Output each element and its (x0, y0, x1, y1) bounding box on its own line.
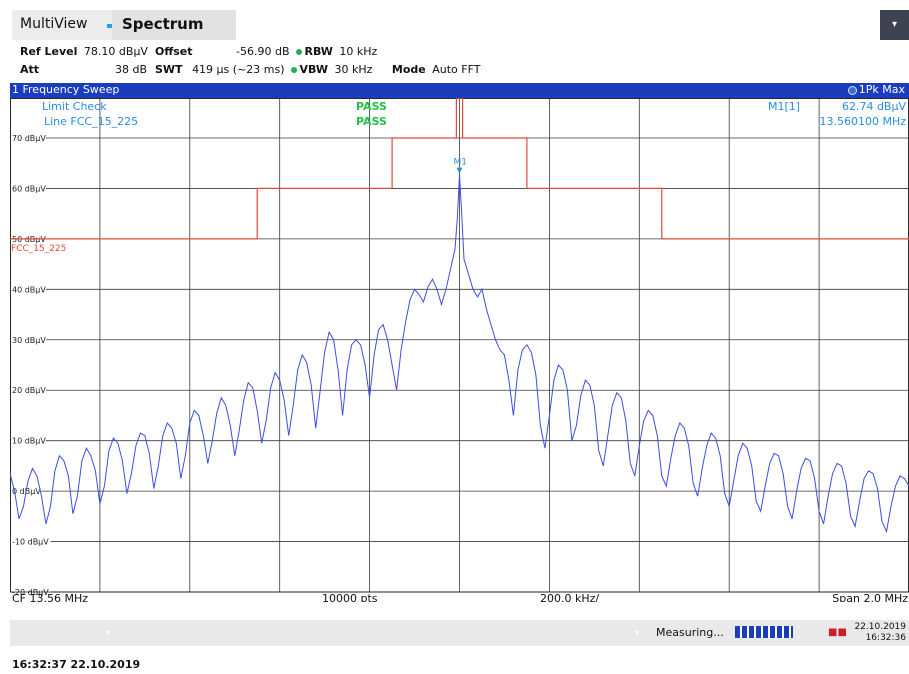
ref-level-label: Ref Level (20, 45, 78, 58)
y-tick-label-bg (11, 334, 46, 344)
marker-name: M1[1] (768, 100, 800, 113)
y-axis-ticks: -20 dBµV -10 dBµV 0 dBµV 10 dBµV 20 dBµV 30 d… (11, 133, 51, 597)
marker-frequency: 13.560100 MHz (819, 115, 906, 128)
marker-tag: M1 (454, 158, 468, 168)
y-tick-label: -20 dBµV (12, 588, 49, 597)
window-title-bar[interactable]: 1 Frequency Sweep 1Pk Max (10, 83, 909, 98)
progress-bar (735, 626, 793, 638)
chevron-down-icon[interactable]: ▾ (635, 628, 640, 637)
tab-multiview[interactable]: MultiView (12, 10, 114, 40)
trace-label: 1Pk Max (847, 83, 905, 96)
window-menu-button[interactable]: ▾ (880, 10, 909, 40)
att-setting[interactable]: Att (20, 63, 39, 76)
chevron-down-icon[interactable]: ▾ (106, 628, 111, 637)
coupled-indicator-icon (290, 66, 297, 73)
y-tick-label: 60 dBµV (12, 184, 46, 193)
mode-label: Mode (391, 63, 426, 76)
att-label: Att (20, 63, 40, 76)
center-frequency: CF 13.56 MHz (12, 592, 88, 602)
att-value: 38 dB (115, 63, 148, 76)
sweep-points: 10000 pts (322, 592, 378, 602)
offset-setting[interactable]: Offset (155, 45, 193, 58)
window-title: 1 Frequency Sweep (12, 83, 120, 96)
vbw-value: 30 kHz (334, 63, 373, 76)
marker-m1[interactable]: M1 (454, 158, 468, 174)
limit-check-result: PASS (356, 100, 387, 113)
frequency-span: Span 2.0 MHz (832, 592, 908, 602)
marker-arrow-icon (456, 167, 463, 174)
spectrum-plot[interactable]: -20 dBµV -10 dBµV 0 dBµV 10 dBµV 20 dBµV 30 d… (10, 98, 909, 602)
y-tick-label-bg (11, 183, 46, 193)
marker-level: 62.74 dBµV (842, 100, 907, 113)
offset-label: Offset (155, 45, 193, 58)
y-tick-label: -10 dBµV (12, 538, 49, 547)
y-tick-label: 40 dBµV (12, 285, 46, 294)
network-icon: ■■ (828, 627, 847, 638)
active-indicator-icon (107, 24, 114, 28)
limit-line-result: PASS (356, 115, 387, 128)
tab-spectrum-label: Spectrum (122, 15, 204, 33)
limit-line-label: Line FCC_15_225 (44, 115, 138, 128)
y-tick-label-bg (11, 435, 46, 445)
y-tick-label-bg (11, 536, 51, 546)
status-date: 22.10.2019 (854, 622, 906, 632)
trace-line (10, 174, 909, 534)
rbw-label: RBW (304, 45, 333, 58)
offset-value: -56.90 dB (236, 45, 290, 58)
ref-level-value[interactable]: 78.10 dBµV (83, 45, 148, 58)
vbw-label: VBW (299, 63, 328, 76)
tab-multiview-label: MultiView (20, 16, 88, 32)
screenshot-timestamp: 16:32:37 22.10.2019 (12, 658, 141, 671)
swt-value: 419 µs (~23 ms) (192, 63, 285, 76)
status-time: 16:32:36 (865, 633, 906, 643)
y-tick-label: 0 dBµV (12, 487, 41, 496)
chevron-down-icon: ▾ (891, 19, 898, 30)
limit-line (10, 98, 909, 240)
trace-indicator-icon (847, 85, 857, 95)
limit-check-title: Limit Check (42, 100, 107, 113)
y-tick-label-bg (11, 385, 46, 395)
att-value-block[interactable]: 38 dB (115, 63, 147, 76)
y-tick-label: 20 dBµV (12, 386, 46, 395)
mode-value: Auto FFT (432, 63, 481, 76)
settings-row-1: Ref Level 78.10 dBµV (20, 45, 148, 58)
coupled-indicator-icon (295, 48, 302, 55)
y-tick-label-bg (11, 587, 51, 596)
swt-setting[interactable]: SWT 419 µs (~23 ms) VBW 30 kHz Mode Auto … (155, 63, 480, 76)
y-tick-label: 70 dBµV (12, 134, 46, 143)
y-tick-label-bg (11, 133, 46, 142)
offset-rbw-setting[interactable]: -56.90 dB RBW 10 kHz (236, 45, 377, 58)
limit-line-tag: FCC_15_225 (11, 244, 66, 254)
rbw-value: 10 kHz (339, 45, 378, 58)
y-tick-label: 30 dBµV (12, 336, 46, 345)
swt-label: SWT (155, 63, 183, 76)
y-tick-label-bg (11, 284, 46, 294)
status-bar: ▾ ▾ Measuring... ■■ 22.10.2019 16:32:36 (10, 620, 909, 646)
measuring-status: Measuring... (656, 626, 724, 639)
tab-spectrum[interactable]: Spectrum (112, 10, 236, 40)
y-tick-label: 10 dBµV (12, 437, 46, 446)
frequency-per-div: 200.0 kHz/ (540, 592, 599, 602)
